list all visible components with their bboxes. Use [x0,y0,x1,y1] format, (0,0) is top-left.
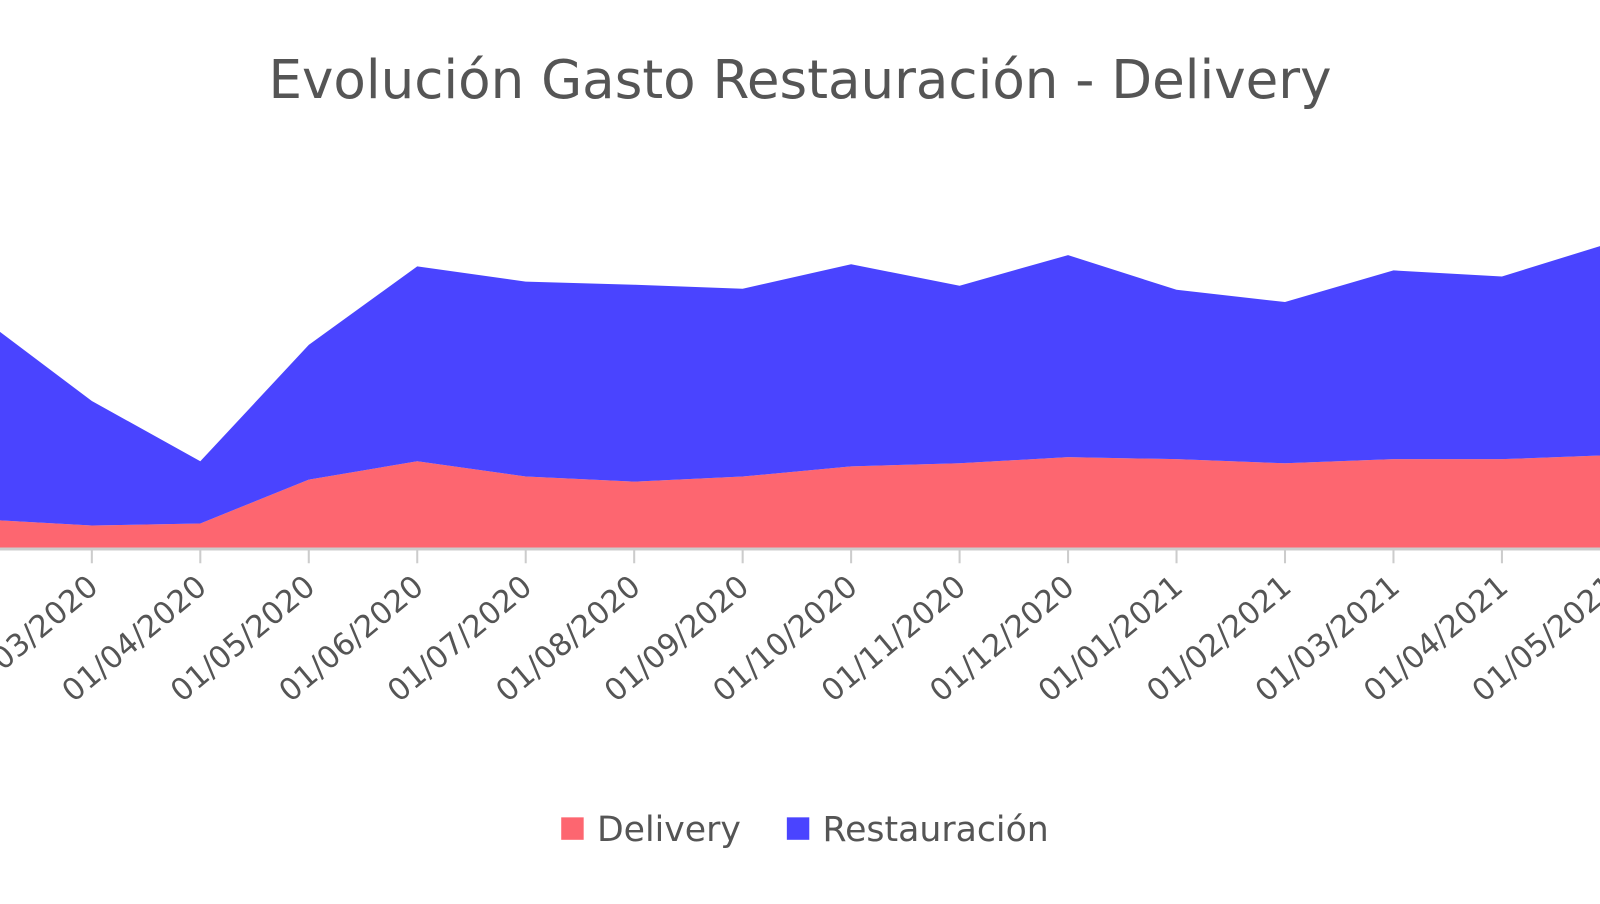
legend-swatch [786,817,810,840]
plot-area: 01/03/202001/04/202001/05/202001/06/2020… [0,246,1600,709]
legend-swatch [561,817,584,840]
chart-title: Evolución Gasto Restauración - Delivery [269,49,1332,111]
legend-label: Restauración [823,810,1049,850]
legend-label: Delivery [597,810,741,850]
legend: Delivery Restauración [561,810,1049,850]
area [0,246,1600,526]
area [0,455,1600,549]
